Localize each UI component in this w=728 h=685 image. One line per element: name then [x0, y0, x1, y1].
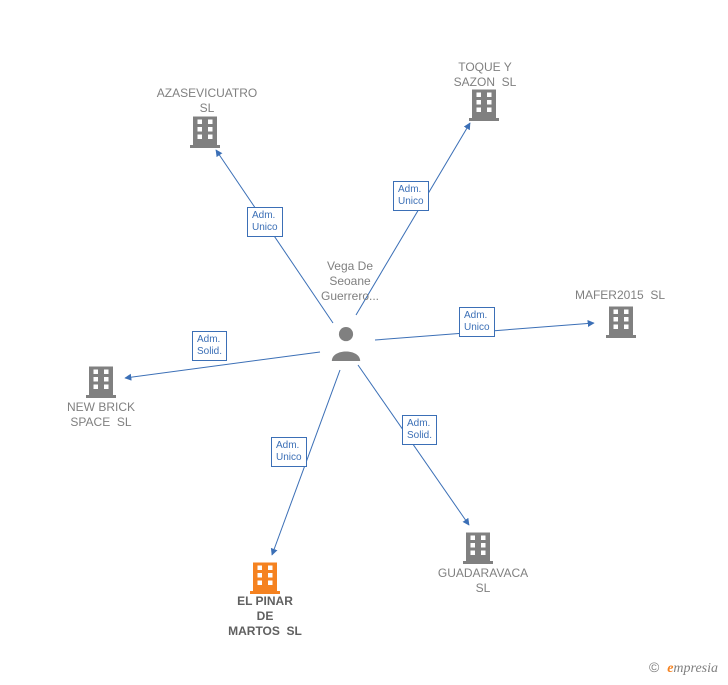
node-label: NEW BRICK SPACE SL — [36, 400, 166, 430]
building-icon — [466, 85, 502, 121]
building-icon — [83, 362, 119, 398]
person-icon — [329, 324, 363, 364]
node-label: EL PINAR DE MARTOS SL — [200, 594, 330, 639]
brand-rest: mpresia — [673, 661, 718, 676]
node-label: AZASEVICUATRO SL — [142, 86, 272, 116]
edge-label: Adm. Unico — [247, 207, 283, 237]
diagram-canvas: AZASEVICUATRO SL TOQUE Y SAZON SL MAFER2… — [0, 0, 728, 685]
node-label: GUADARAVACA SL — [418, 566, 548, 596]
building-icon — [187, 112, 223, 148]
edge-label: Adm. Solid. — [402, 415, 437, 445]
footer-credit: © empresia — [649, 659, 718, 677]
edge-label: Adm. Unico — [459, 307, 495, 337]
edge-label: Adm. Unico — [393, 181, 429, 211]
building-icon — [247, 558, 283, 594]
edge-line — [358, 365, 469, 525]
node-label: MAFER2015 SL — [555, 288, 685, 303]
edge-label: Adm. Solid. — [192, 331, 227, 361]
edge-label: Adm. Unico — [271, 437, 307, 467]
edges-layer — [0, 0, 728, 685]
copyright-symbol: © — [649, 659, 659, 675]
building-icon — [460, 528, 496, 564]
building-icon — [603, 302, 639, 338]
node-label: TOQUE Y SAZON SL — [420, 60, 550, 90]
center-node-label: Vega De Seoane Guerrero... — [305, 259, 395, 304]
